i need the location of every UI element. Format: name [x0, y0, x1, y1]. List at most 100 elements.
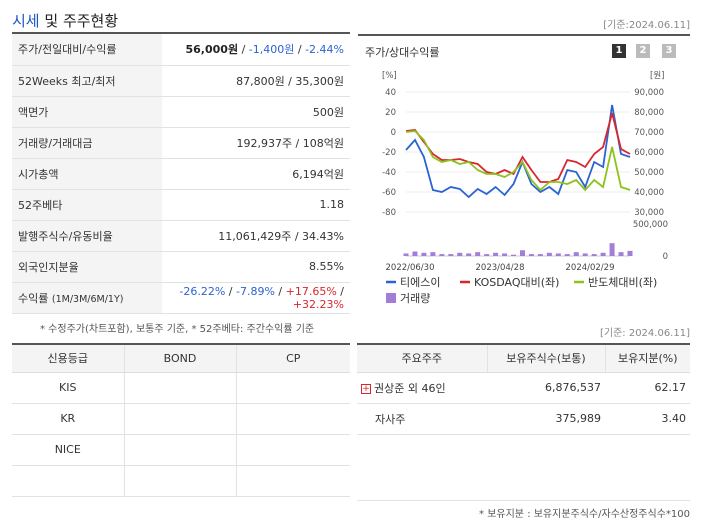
agency: KR [12, 403, 125, 435]
col-header: 신용등급 [12, 344, 125, 373]
separator: / [238, 43, 249, 57]
holder-name: 자사주 [357, 403, 487, 435]
volume-bar [439, 254, 445, 256]
volume-bar [448, 254, 454, 256]
table-header: 신용등급 BOND CP [12, 344, 350, 373]
market-info-table: 주가/전일대비/수익률 56,000원 / -1,400원 / -2.44% 5… [12, 34, 350, 314]
series-line [405, 130, 631, 192]
y-tick-right: 90,000 [634, 88, 664, 98]
return-3m: -7.89% [236, 284, 275, 298]
table-row: 액면가 500원 [12, 96, 350, 128]
row-label: 시가총액 [12, 158, 162, 190]
bond-rating [124, 372, 237, 404]
chart-tab-1[interactable]: 1 [612, 44, 626, 58]
chart-title: 주가/상대수익률 [365, 46, 440, 59]
y-tick-left: -40 [382, 168, 396, 178]
table-row: 외국인지분율 8.55% [12, 251, 350, 283]
volume-bar [421, 252, 427, 256]
y-tick-right: 40,000 [634, 188, 664, 198]
returns-label: 수익률 [18, 291, 49, 305]
legend-swatch [386, 293, 396, 303]
volume-bar [546, 252, 552, 256]
volume-bar [600, 252, 606, 256]
holder-pct: 62.17 [605, 372, 690, 404]
footnote-2: * 보유지분 : 보유지분주식수/자수산정주식수*100 [479, 509, 690, 520]
volume-bar [403, 253, 409, 256]
holder-name[interactable]: + 권상준 외 46인 [357, 372, 487, 404]
divider [12, 32, 350, 34]
expand-icon[interactable]: + [361, 383, 371, 394]
x-tick: 2024/02/29 [566, 263, 615, 273]
table-row: KR [12, 403, 350, 435]
volume-bar [430, 252, 436, 256]
separator: / [225, 284, 236, 298]
volume-bar [555, 253, 561, 256]
row-value: 8.55% [162, 251, 350, 283]
y-tick-left: -20 [382, 148, 396, 158]
volume-bar [573, 252, 579, 256]
y-tick-left: 0 [391, 128, 396, 138]
cp-rating [236, 465, 350, 497]
chart-panel [358, 34, 690, 312]
volume-bar [457, 252, 463, 256]
y-tick-right: 30,000 [634, 208, 664, 218]
volume-bar [537, 254, 543, 256]
legend-label: 반도체대비(좌) [588, 276, 657, 289]
price-change: -1,400원 [248, 43, 295, 57]
separator: / [294, 43, 306, 57]
table-row: NICE [12, 434, 350, 466]
volume-bar [564, 254, 570, 256]
row-label: 52Weeks 최고/최저 [12, 65, 162, 97]
agency: KIS [12, 372, 125, 404]
bond-rating [124, 434, 237, 466]
volume-bar [502, 253, 508, 256]
bond-rating [124, 403, 237, 435]
table-row: 52주베타 1.18 [12, 189, 350, 221]
credit-rating-table: 신용등급 BOND CP KIS KR NICE [12, 343, 350, 497]
row-value: 6,194억원 [162, 158, 350, 190]
row-label: 발행주식수/유동비율 [12, 220, 162, 252]
table-row: 52Weeks 최고/최저 87,800원 / 35,300원 [12, 65, 350, 97]
cp-rating [236, 403, 350, 435]
chart-tab-3[interactable]: 3 [662, 44, 676, 58]
holder-label: 권상준 외 46인 [374, 381, 446, 395]
returns-value: -26.22% / -7.89% / +17.65% / +32.23% [162, 282, 350, 314]
series-line [405, 104, 631, 199]
row-value: 192,937주 / 108억원 [162, 127, 350, 159]
agency: NICE [12, 434, 125, 466]
price-chart: [%] [원] 40 20 0 -20 -40 -60 -80 90,000 80,000 70,… [382, 71, 668, 305]
table-row [12, 465, 350, 497]
volume-bar [511, 254, 517, 256]
reference-date: [기준:2024.06.11] [603, 20, 690, 31]
y-tick-right: 80,000 [634, 108, 664, 118]
return-1y: +32.23% [292, 297, 344, 311]
table-row: 주가/전일대비/수익률 56,000원 / -1,400원 / -2.44% [12, 34, 350, 66]
price-value: 56,000원 / -1,400원 / -2.44% [162, 34, 350, 66]
row-value: 87,800원 / 35,300원 [162, 65, 350, 97]
holder-shares: 6,876,537 [487, 372, 605, 404]
legend-label: KOSDAQ대비(좌) [474, 276, 559, 289]
agency [12, 465, 125, 497]
chart-tab-2[interactable]: 2 [636, 44, 650, 58]
cp-rating [236, 434, 350, 466]
table-row: + 권상준 외 46인 6,876,537 62.17 [357, 372, 690, 404]
footnote: * 수정주가(차트포함), 보통주 기준, * 52주베타: 주간수익률 기준 [40, 324, 315, 335]
volume-bar [627, 250, 633, 256]
return-6m: +17.65% [285, 284, 337, 298]
volume-bar [493, 252, 499, 256]
price-rate: -2.44% [305, 43, 344, 57]
divider [357, 500, 690, 501]
return-1m: -26.22% [179, 284, 226, 298]
volume-bar [591, 254, 597, 256]
cp-rating [236, 372, 350, 404]
y-tick-left: 20 [385, 108, 396, 118]
y-tick-right: 50,000 [634, 168, 664, 178]
y-tick-left: -60 [382, 188, 396, 198]
table-header: 주요주주 보유주식수(보통) 보유지분(%) [357, 344, 690, 373]
left-unit: [%] [382, 71, 397, 81]
bond-rating [124, 465, 237, 497]
row-value: 11,061,429주 / 34.43% [162, 220, 350, 252]
major-shareholders-table: 주요주주 보유주식수(보통) 보유지분(%) + 권상준 외 46인 6,876,… [357, 343, 690, 435]
volume-bar [582, 253, 588, 256]
row-label: 52주베타 [12, 189, 162, 221]
